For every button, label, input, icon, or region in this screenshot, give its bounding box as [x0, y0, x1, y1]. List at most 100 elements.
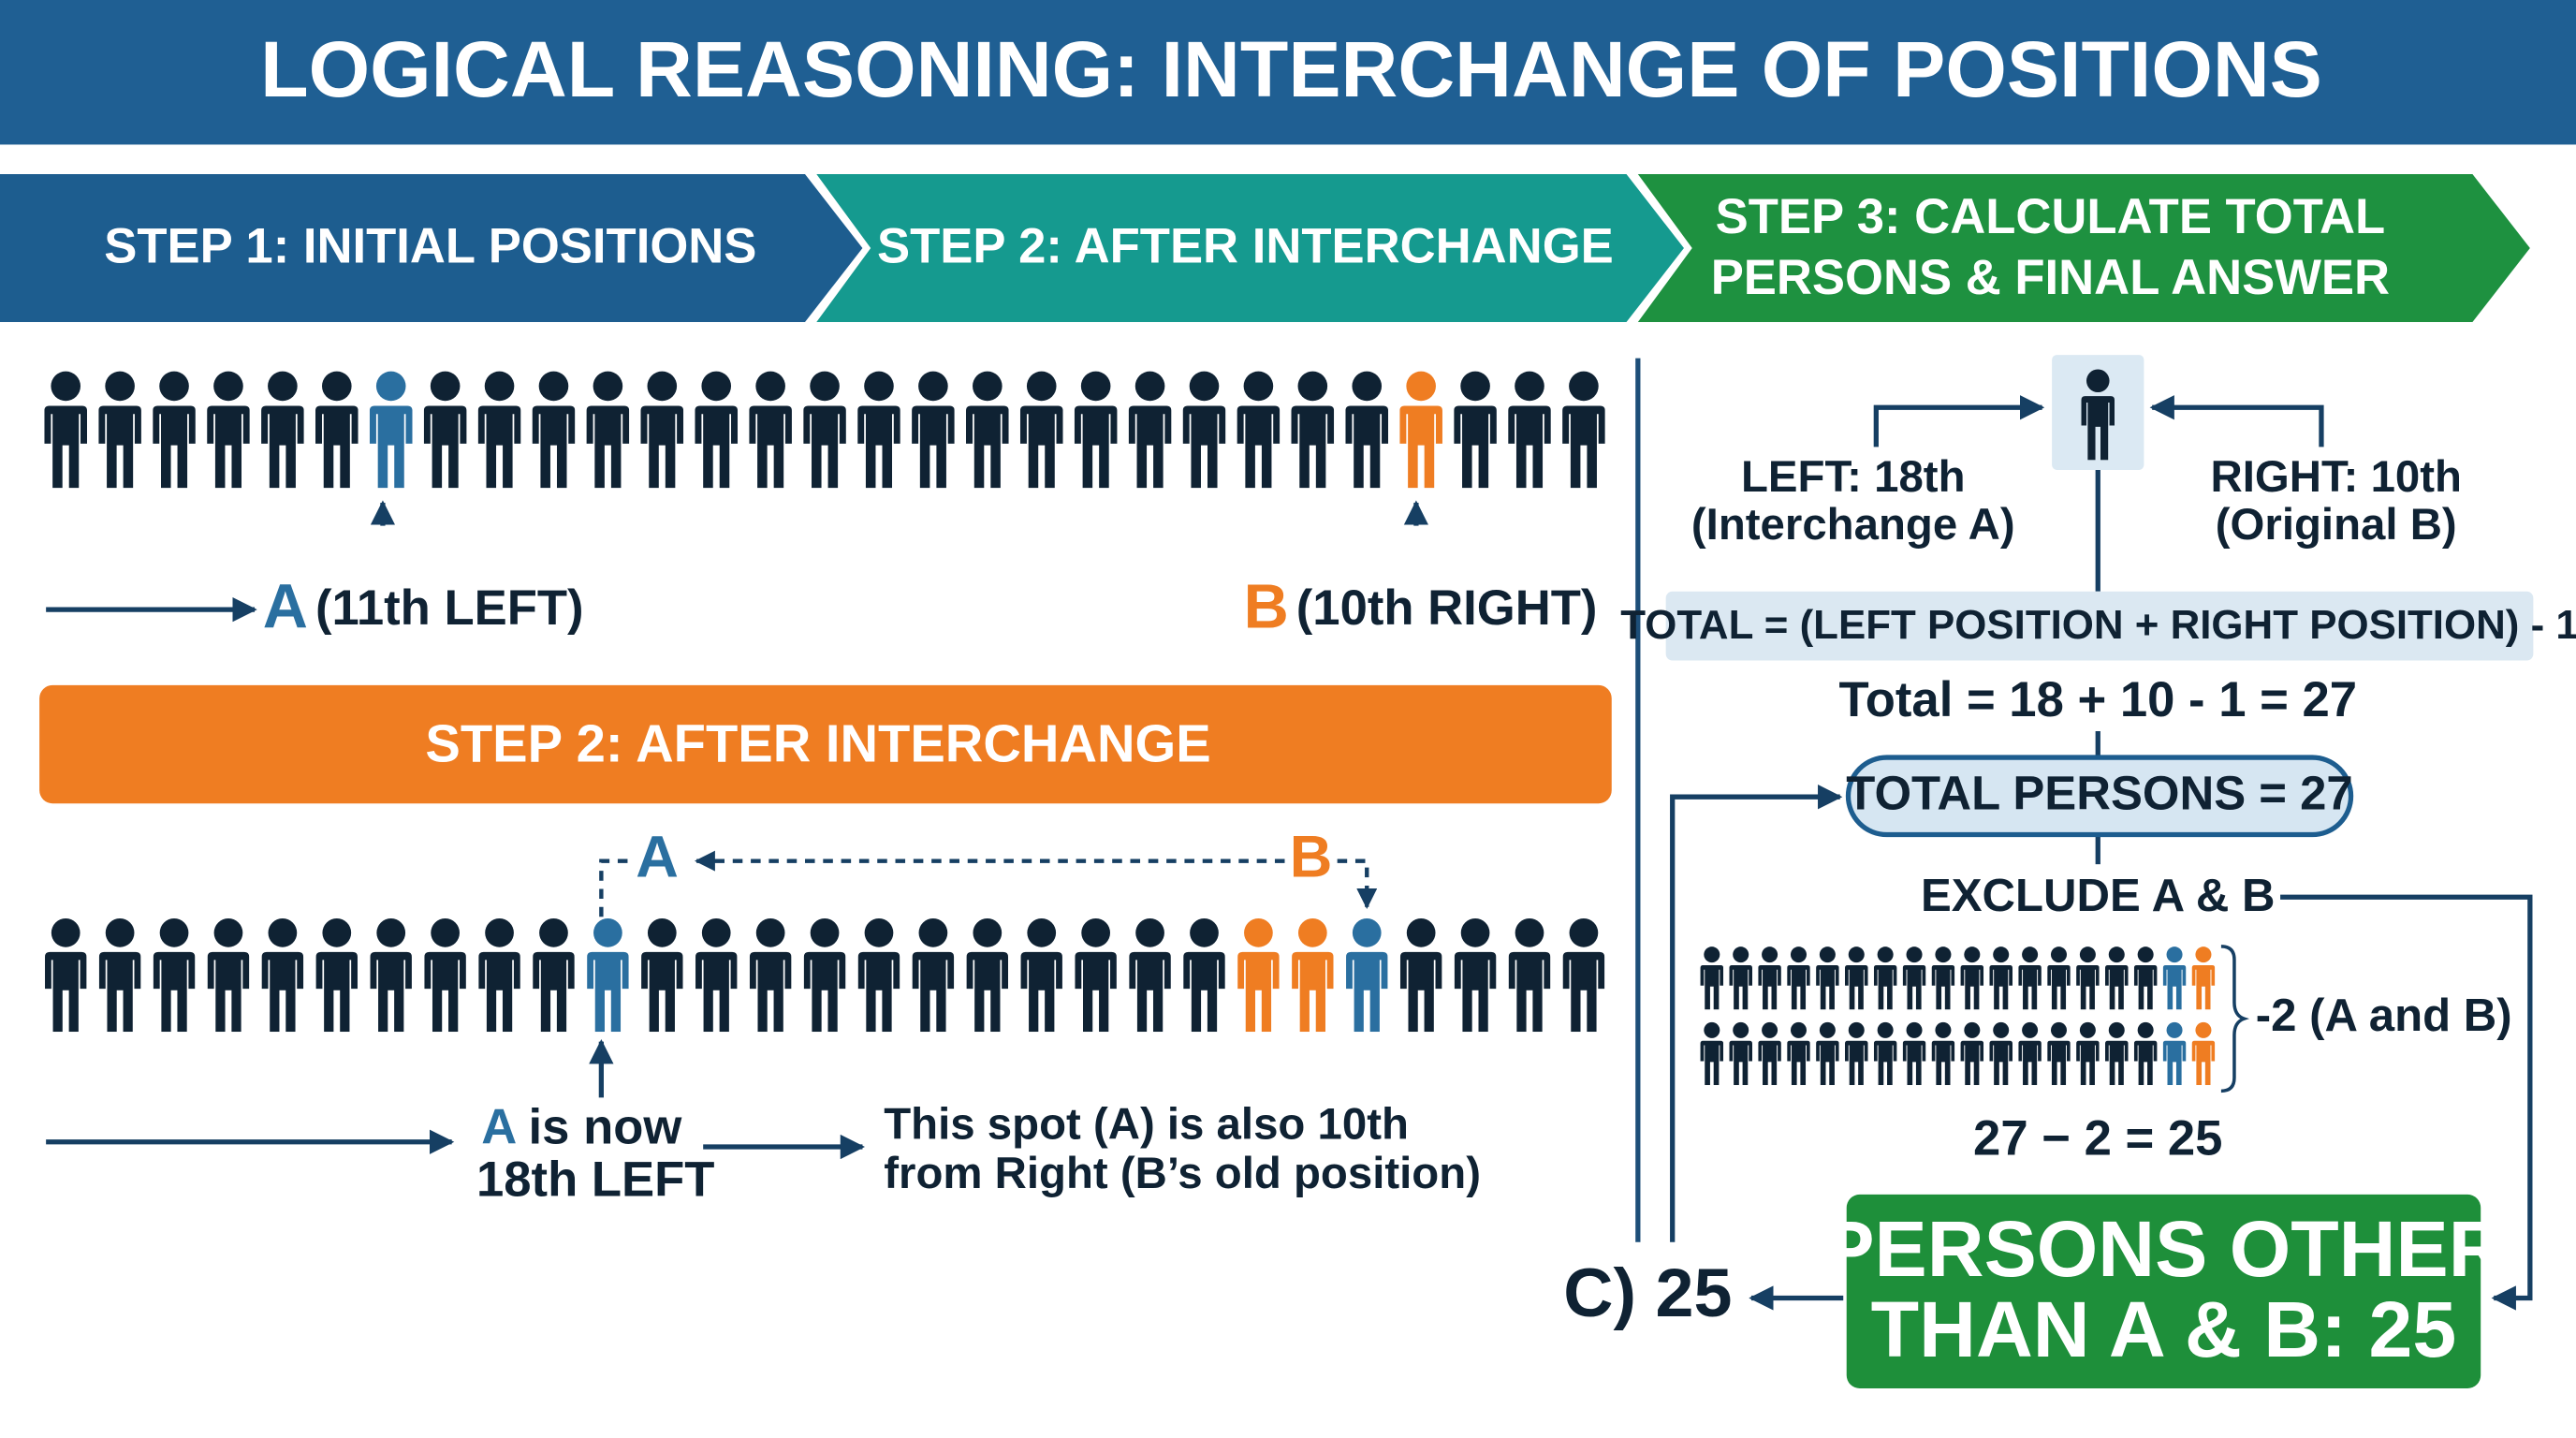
person — [1508, 918, 1551, 1033]
person — [1931, 1021, 1955, 1085]
person — [1989, 1021, 2012, 1085]
step-label: STEP 1: INITIAL POSITIONS — [104, 219, 756, 274]
minus: -2 (A and B) — [2256, 990, 2512, 1041]
person — [153, 918, 196, 1033]
person — [153, 371, 196, 489]
person — [207, 918, 250, 1033]
person — [2047, 1021, 2071, 1085]
person — [749, 371, 792, 489]
person — [1902, 946, 1926, 1010]
person — [966, 371, 1009, 489]
person — [587, 918, 629, 1033]
side-label: LEFT: 18th — [1741, 452, 1966, 502]
person — [2076, 1021, 2100, 1085]
person — [45, 918, 87, 1033]
arrow — [1873, 395, 2045, 448]
note-text: is now — [529, 1099, 683, 1154]
arrow — [2149, 395, 2324, 448]
banner-text: STEP 2: AFTER INTERCHANGE — [425, 713, 1210, 772]
calc: 27 − 2 = 25 — [1973, 1111, 2222, 1167]
person — [1345, 371, 1389, 489]
person — [1931, 946, 1955, 1010]
person — [2104, 946, 2129, 1010]
person — [315, 371, 359, 489]
label-text: (11th LEFT) — [315, 580, 584, 636]
person — [1562, 371, 1605, 489]
person — [1129, 918, 1171, 1033]
side-label: (Original B) — [2216, 500, 2457, 550]
person — [315, 918, 358, 1033]
person — [261, 918, 304, 1033]
person — [533, 918, 575, 1033]
title-bar — [0, 0, 2576, 145]
total-persons: TOTAL PERSONS = 27 — [1846, 767, 2352, 820]
person — [1816, 946, 1839, 1010]
person — [1346, 918, 1388, 1033]
formula-box — [1665, 591, 2534, 661]
label-a: A — [636, 824, 679, 889]
person — [1729, 1021, 1752, 1085]
person — [803, 371, 846, 489]
person — [1237, 918, 1280, 1033]
connectors — [1670, 395, 2533, 1311]
note: 18th LEFT — [476, 1152, 714, 1208]
person — [1019, 371, 1063, 489]
person — [1816, 1021, 1839, 1085]
person — [966, 918, 1008, 1033]
note-letter: A — [481, 1099, 517, 1154]
person — [207, 371, 250, 489]
person — [2104, 1021, 2129, 1085]
person — [1128, 371, 1172, 489]
person — [261, 371, 304, 489]
person — [695, 918, 738, 1033]
person — [1183, 918, 1225, 1033]
person — [370, 918, 412, 1033]
arrows — [46, 500, 1429, 623]
step-bar — [1637, 174, 2530, 322]
person — [1454, 371, 1497, 489]
person — [2018, 946, 2042, 1010]
person — [912, 918, 955, 1033]
person — [1787, 1021, 1810, 1085]
exclude: EXCLUDE A & B — [1921, 871, 2275, 921]
person — [98, 918, 141, 1033]
person — [1182, 371, 1226, 489]
person — [1700, 1021, 1724, 1085]
swap-arrows — [599, 850, 1378, 917]
person — [2133, 946, 2158, 1010]
person — [1989, 946, 2012, 1010]
person — [2047, 946, 2071, 1010]
person — [695, 371, 739, 489]
person — [2162, 946, 2187, 1010]
side-label: RIGHT: 10th — [2211, 452, 2462, 502]
person — [1758, 946, 1781, 1010]
dashed-arrow — [1337, 858, 1378, 909]
final-text: THAN A & B: 25 — [1871, 1285, 2457, 1373]
person — [749, 918, 792, 1033]
person — [1292, 918, 1334, 1033]
step-label: STEP 3: CALCULATE TOTAL — [1716, 189, 2386, 244]
person — [2018, 1021, 2042, 1085]
person — [641, 918, 683, 1033]
final-text: PERSONS OTHER — [1822, 1205, 2505, 1293]
person — [1844, 946, 1868, 1010]
title: LOGICAL REASONING: INTERCHANGE OF POSITI… — [260, 25, 2322, 113]
step-bar — [816, 174, 1684, 322]
person — [1454, 918, 1497, 1033]
person — [1700, 946, 1724, 1010]
label-b: B — [1290, 824, 1333, 889]
person — [1508, 371, 1551, 489]
person — [1237, 371, 1281, 489]
person — [2133, 1021, 2158, 1085]
final-box — [1846, 1194, 2481, 1388]
arrow — [1670, 785, 1843, 1242]
person — [1020, 918, 1062, 1033]
formula: TOTAL = (LEFT POSITION + RIGHT POSITION)… — [1620, 602, 2576, 648]
person — [857, 371, 900, 489]
person — [640, 371, 684, 489]
person — [1291, 371, 1335, 489]
person — [478, 918, 520, 1033]
